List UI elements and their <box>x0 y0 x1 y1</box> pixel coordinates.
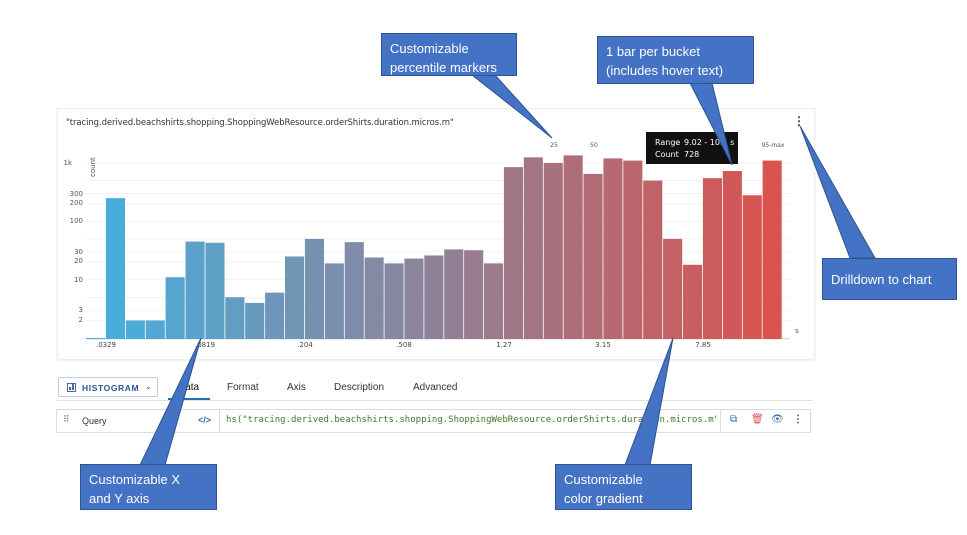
y-tick-label: 30 <box>74 248 83 256</box>
histogram-bar[interactable] <box>245 302 265 339</box>
histogram-bar[interactable] <box>145 320 165 339</box>
query-label: Query <box>82 416 107 426</box>
tab-axis[interactable]: Axis <box>287 382 306 393</box>
y-tick-label: 2 <box>79 316 83 324</box>
bar-series <box>86 155 782 339</box>
callout-percentile-markers: Customizable percentile markers <box>381 33 517 76</box>
histogram-bar[interactable] <box>722 171 742 339</box>
histogram-bar[interactable] <box>324 263 344 339</box>
histogram-bar[interactable] <box>86 338 106 339</box>
histogram-bar[interactable] <box>125 320 145 339</box>
y-axis-label: count <box>89 157 97 177</box>
y-tick-label: 300 <box>70 190 83 198</box>
divider <box>219 410 220 432</box>
drag-handle-icon[interactable]: ⠿ <box>63 414 70 424</box>
x-tick-label: .508 <box>396 341 412 349</box>
callout-text: color gradient <box>564 490 643 506</box>
x-tick-label: .204 <box>297 341 313 349</box>
histogram-bar[interactable] <box>683 264 703 339</box>
copy-icon[interactable]: ⧉ <box>730 414 738 425</box>
tab-format[interactable]: Format <box>227 382 259 393</box>
tooltip-range-key: Range <box>655 138 681 147</box>
tooltip-range-value: 9.02 - 10.5 s <box>684 138 735 147</box>
histogram-bar[interactable] <box>364 257 384 339</box>
callout-color-gradient: Customizable color gradient <box>555 464 692 510</box>
histogram-bar[interactable] <box>503 167 523 339</box>
callout-bar-per-bucket: 1 bar per bucket (includes hover text) <box>597 36 754 84</box>
tab-advanced[interactable]: Advanced <box>413 382 458 393</box>
histogram-bar[interactable] <box>464 250 484 339</box>
delete-icon[interactable]: 🗑 <box>751 414 764 425</box>
histogram-bar[interactable] <box>523 157 543 339</box>
tooltip-count-value: 728 <box>684 150 700 159</box>
tabs-divider <box>57 400 813 401</box>
histogram-bar[interactable] <box>702 178 722 339</box>
chart-type-dropdown[interactable]: HISTOGRAM ⌄ <box>58 377 158 397</box>
histogram-bar[interactable] <box>344 242 364 339</box>
percentile-marker-label: 25 <box>550 142 558 149</box>
tooltip-count-key: Count <box>655 150 679 159</box>
y-tick-label: 200 <box>70 199 83 207</box>
bar-hover-tooltip: Range 9.02 - 10.5 s Count 728 <box>646 132 738 164</box>
y-tick-label: 100 <box>70 217 83 225</box>
y-tick-label: 1k <box>63 159 72 167</box>
y-tick-label: 3 <box>79 306 83 314</box>
histogram-bar[interactable] <box>225 297 245 339</box>
divider <box>720 410 721 432</box>
callout-text: 1 bar per bucket <box>606 44 700 59</box>
histogram-bar[interactable] <box>623 160 643 339</box>
histogram-bar[interactable] <box>185 241 205 339</box>
histogram-bar[interactable] <box>165 277 185 339</box>
x-tick-label: 1.27 <box>496 341 512 349</box>
percentile-marker-label: 50 <box>590 142 598 149</box>
histogram-bar[interactable] <box>384 263 404 339</box>
histogram-bar[interactable] <box>643 180 663 339</box>
histogram-bar[interactable] <box>543 163 563 339</box>
histogram-bar[interactable] <box>205 242 225 339</box>
histogram-bar[interactable] <box>285 256 305 339</box>
histogram-bar[interactable] <box>603 158 623 339</box>
eye-icon[interactable]: 👁 <box>771 414 784 425</box>
histogram-bar[interactable] <box>265 292 285 339</box>
more-options-icon[interactable]: ⋮ <box>793 414 803 425</box>
histogram-icon <box>67 383 76 392</box>
x-tick-label: .0819 <box>195 341 215 349</box>
callout-text: Customizable <box>564 472 643 487</box>
percentile-marker-label: 95-max <box>762 142 785 149</box>
active-tab-indicator <box>168 398 210 400</box>
chevron-down-icon: ⌄ <box>145 382 152 391</box>
histogram-bar[interactable] <box>663 238 683 339</box>
histogram-bar[interactable] <box>105 198 125 339</box>
histogram-bar[interactable] <box>762 160 782 339</box>
histogram-bar[interactable] <box>304 238 324 339</box>
histogram-bar[interactable] <box>444 249 464 339</box>
x-unit-label: s <box>795 327 799 335</box>
y-tick-label: 20 <box>74 257 83 265</box>
axis-ticks: 1k 300 200 100 30 20 10 3 2 count .0329 … <box>63 142 799 349</box>
y-tick-label: 10 <box>74 276 83 284</box>
x-tick-label: .0329 <box>96 341 116 349</box>
callout-axis: Customizable X and Y axis <box>80 464 217 510</box>
x-tick-label: 3.15 <box>595 341 611 349</box>
histogram-bar[interactable] <box>742 195 762 339</box>
histogram-bar[interactable] <box>424 255 444 339</box>
histogram-bar[interactable] <box>563 155 583 339</box>
callout-text: and Y axis <box>89 490 150 506</box>
histogram-bar[interactable] <box>404 258 424 339</box>
histogram-bar[interactable] <box>484 263 504 339</box>
callout-text: (includes hover text) <box>606 62 724 78</box>
callout-drilldown: Drilldown to chart <box>822 258 957 300</box>
histogram-bar[interactable] <box>583 173 603 339</box>
chart-type-label: HISTOGRAM <box>82 383 140 393</box>
query-input[interactable]: hs("tracing.derived.beachshirts.shopping… <box>226 415 716 425</box>
tab-data[interactable]: Data <box>178 382 200 393</box>
x-tick-label: 7.85 <box>695 341 711 349</box>
tab-description[interactable]: Description <box>334 382 385 393</box>
chart-title: "tracing.derived.beachshirts.shopping.Sh… <box>66 118 454 128</box>
code-icon[interactable]: </> <box>198 415 212 425</box>
callout-text: Customizable X <box>89 472 181 487</box>
